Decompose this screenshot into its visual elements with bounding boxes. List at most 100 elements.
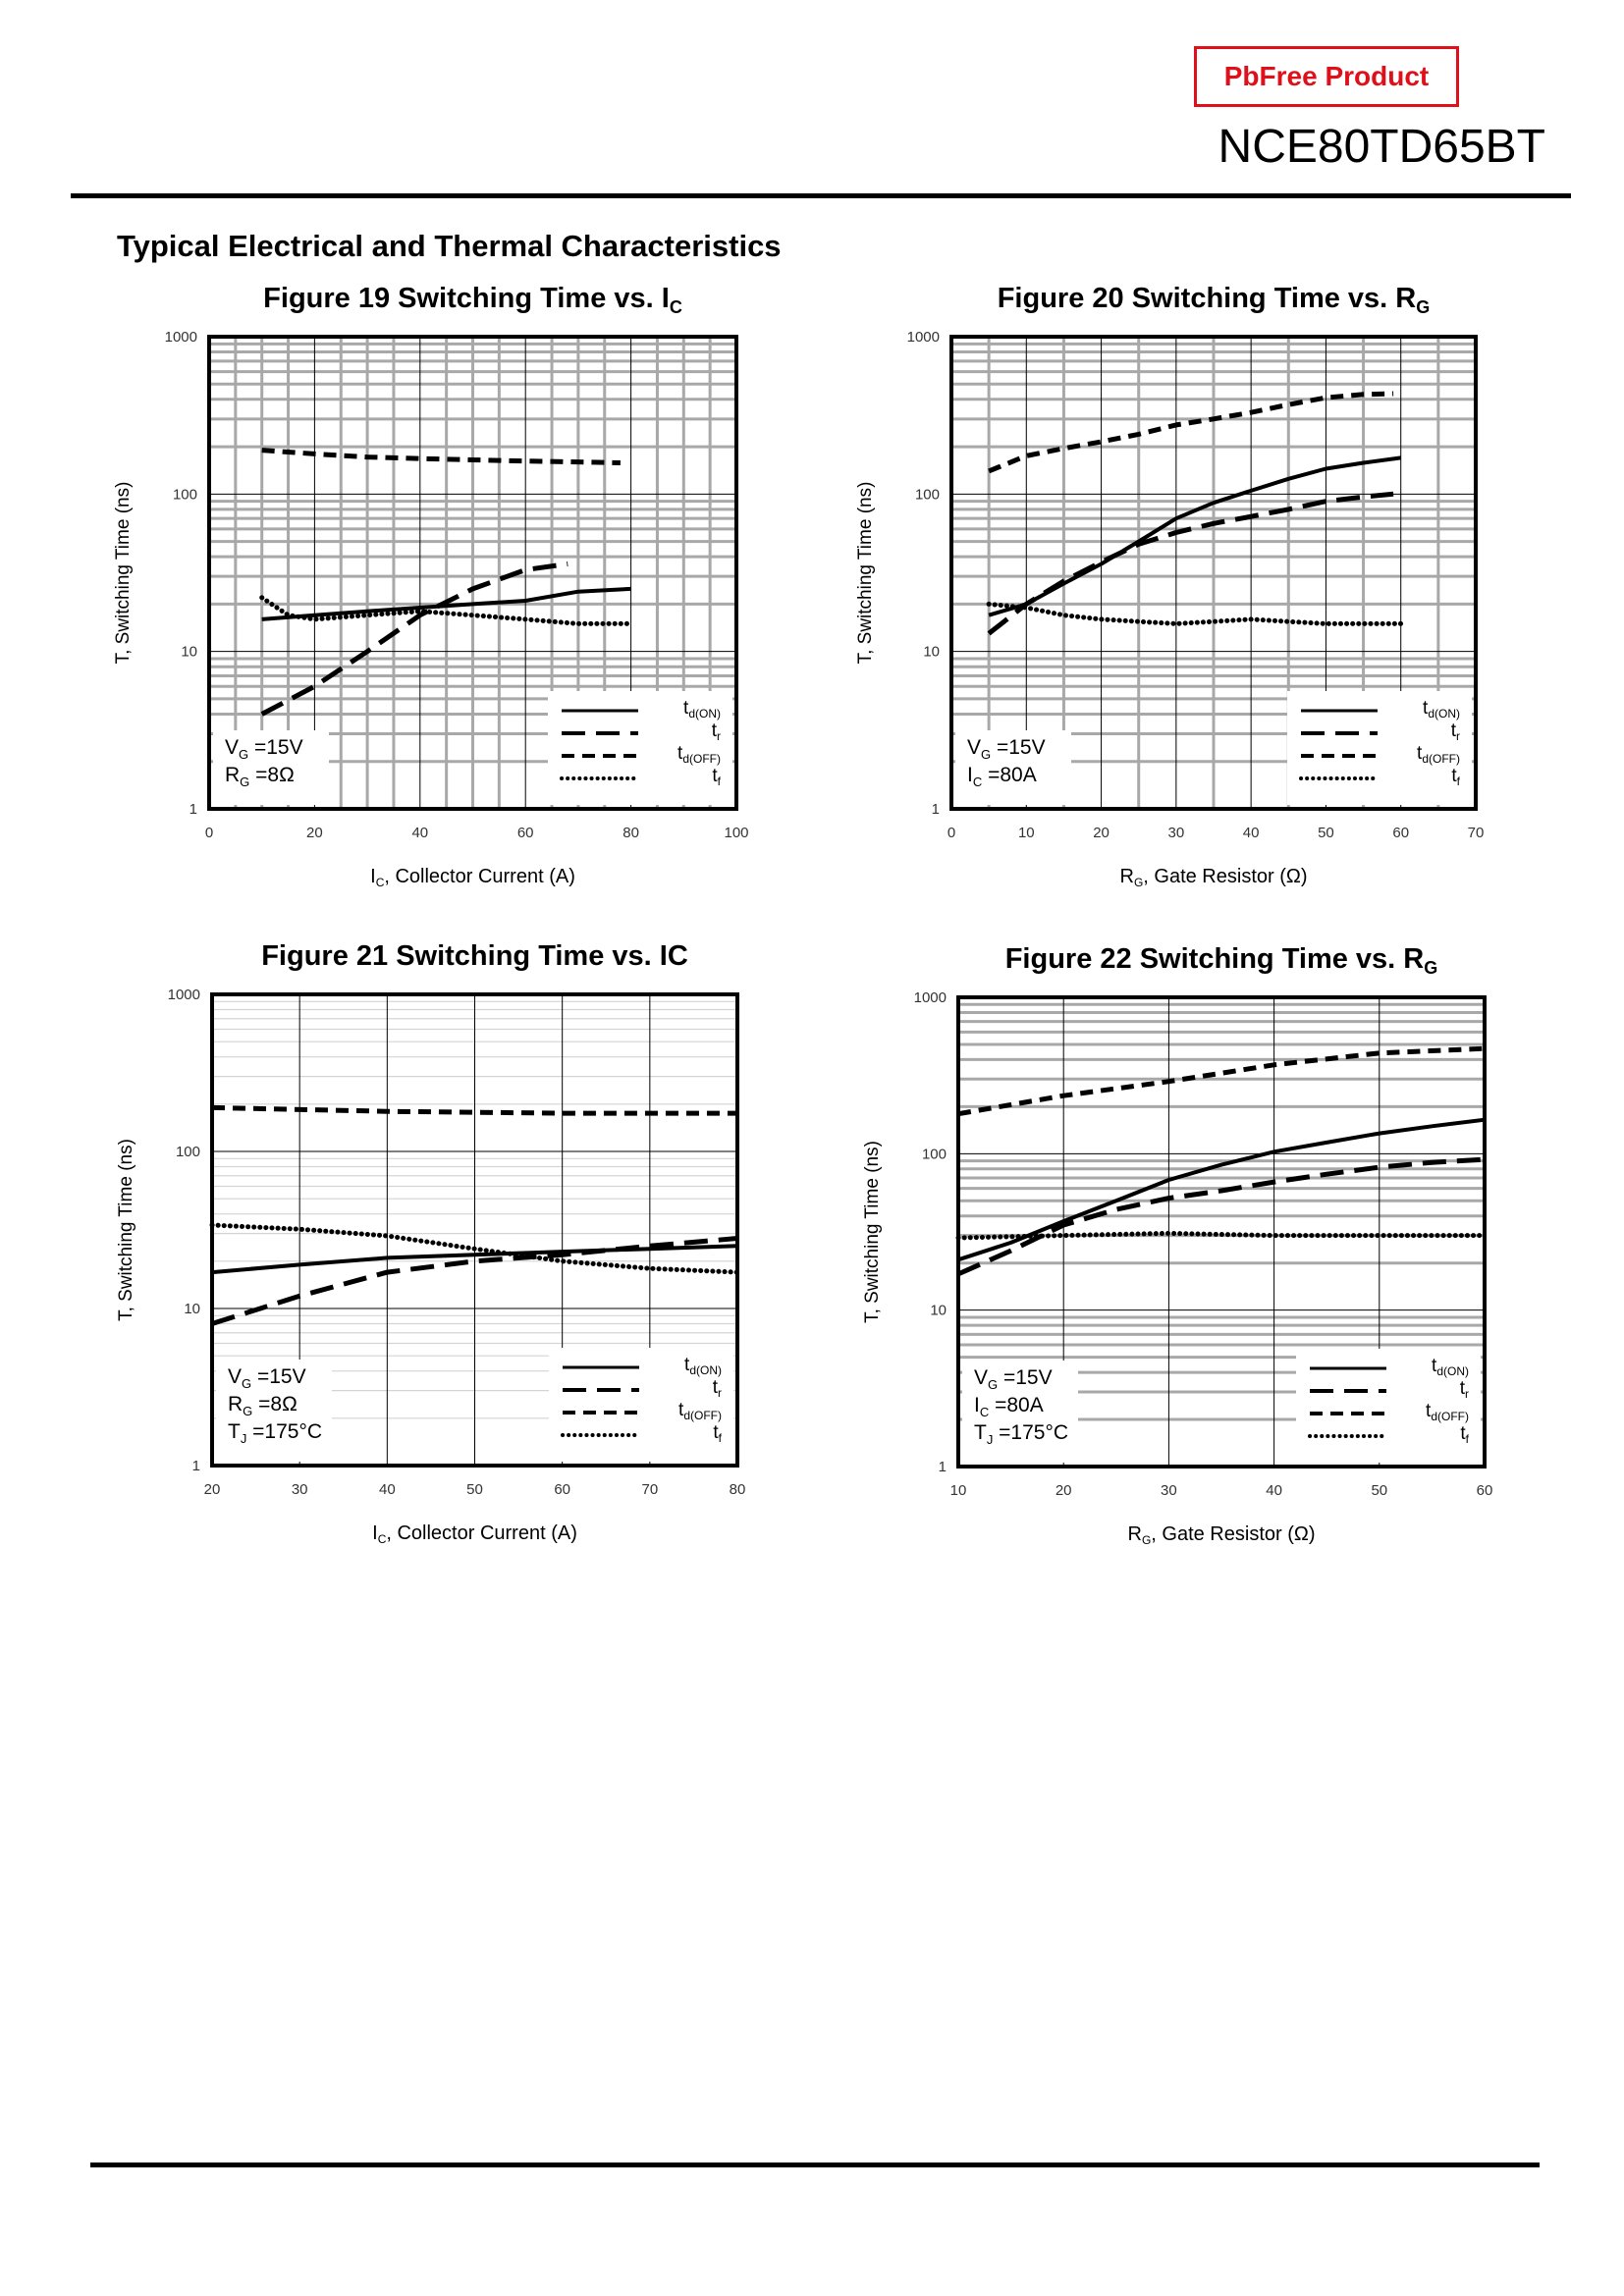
condition-text: TJ =175°C bbox=[228, 1420, 322, 1446]
series-line-don bbox=[211, 1244, 738, 1275]
condition-text: VG =15V bbox=[228, 1365, 306, 1391]
condition-text: RG =8Ω bbox=[225, 764, 295, 789]
x-axis-label: RG, Gate Resistor (Ω) bbox=[1119, 866, 1307, 889]
condition-text: TJ =175°C bbox=[974, 1421, 1068, 1447]
x-tick-label: 60 bbox=[1392, 825, 1409, 841]
y-axis-label: T, Switching Time (ns) bbox=[113, 482, 134, 665]
x-tick-label: 80 bbox=[730, 1481, 746, 1498]
legend-label: td(OFF) bbox=[677, 743, 721, 766]
chart-title: Figure 21 Switching Time vs. IC bbox=[261, 940, 688, 972]
x-tick-label: 40 bbox=[379, 1481, 396, 1498]
legend-label: tr bbox=[1460, 1378, 1469, 1401]
y-tick-label: 10 bbox=[930, 1303, 947, 1319]
x-axis-label: IC, Collector Current (A) bbox=[370, 866, 575, 889]
chart-figure-20: Figure 20 Switching Time vs. RG 0 10 20 30 40… bbox=[855, 283, 1484, 889]
x-tick-label: 10 bbox=[950, 1482, 967, 1499]
series-line-r bbox=[211, 1236, 738, 1326]
x-tick-label: 100 bbox=[724, 825, 748, 841]
series-line-r bbox=[987, 491, 1394, 636]
x-tick-label: 70 bbox=[1468, 825, 1485, 841]
x-tick-label: 70 bbox=[641, 1481, 658, 1498]
x-tick-label: 20 bbox=[306, 825, 323, 841]
condition-text: IC =80A bbox=[967, 764, 1037, 789]
x-tick-label: 50 bbox=[1371, 1482, 1387, 1499]
legend-label: tr bbox=[1451, 721, 1460, 743]
footer-divider bbox=[90, 2163, 1540, 2167]
header-divider bbox=[71, 193, 1571, 198]
chart-title: Figure 22 Switching Time vs. RG bbox=[1005, 943, 1438, 978]
legend-label: td(OFF) bbox=[678, 1400, 722, 1422]
conditions-box bbox=[955, 730, 1071, 805]
x-tick-label: 80 bbox=[623, 825, 639, 841]
y-tick-label: 1 bbox=[189, 801, 197, 818]
y-tick-label: 100 bbox=[176, 1144, 200, 1160]
condition-text: VG =15V bbox=[974, 1366, 1053, 1392]
series-line-don bbox=[261, 586, 631, 621]
y-tick-label: 10 bbox=[181, 644, 197, 661]
y-tick-label: 10 bbox=[923, 644, 940, 661]
x-tick-label: 0 bbox=[947, 825, 955, 841]
y-tick-label: 100 bbox=[922, 1146, 947, 1162]
x-tick-label: 40 bbox=[1266, 1482, 1282, 1499]
x-axis-label: RG, Gate Resistor (Ω) bbox=[1127, 1523, 1315, 1547]
legend-label: tr bbox=[712, 721, 721, 743]
series-line-don bbox=[957, 1117, 1486, 1262]
plot-frame bbox=[210, 992, 739, 1468]
x-tick-label: 30 bbox=[292, 1481, 308, 1498]
x-tick-label: 20 bbox=[204, 1481, 221, 1498]
y-tick-label: 1 bbox=[932, 801, 940, 818]
series-line-doff bbox=[211, 1104, 737, 1116]
y-tick-label: 1 bbox=[939, 1459, 947, 1475]
legend-label: td(ON) bbox=[684, 1355, 722, 1377]
conditions-box bbox=[213, 730, 329, 805]
x-tick-label: 40 bbox=[1243, 825, 1260, 841]
x-tick-label: 30 bbox=[1161, 1482, 1177, 1499]
series-line-f bbox=[955, 1230, 1488, 1241]
conditions-box bbox=[962, 1361, 1078, 1463]
part-number: NCE80TD65BT bbox=[1218, 121, 1545, 173]
x-tick-label: 60 bbox=[517, 825, 534, 841]
pbfree-badge: PbFree Product bbox=[1194, 46, 1459, 107]
legend-label: tf bbox=[712, 766, 721, 788]
x-tick-label: 10 bbox=[1018, 825, 1035, 841]
y-axis-label: T, Switching Time (ns) bbox=[855, 482, 876, 665]
series-line-f bbox=[259, 595, 634, 626]
chart-figure-19: Figure 19 Switching Time vs. IC 0 20 40 60 80… bbox=[113, 283, 749, 889]
y-tick-label: 100 bbox=[173, 486, 197, 503]
y-tick-label: 1 bbox=[192, 1458, 200, 1474]
chart-title: Figure 20 Switching Time vs. RG bbox=[998, 283, 1431, 317]
y-axis-label: T, Switching Time (ns) bbox=[116, 1139, 136, 1321]
x-tick-label: 30 bbox=[1168, 825, 1185, 841]
plot-frame bbox=[956, 995, 1487, 1468]
legend-label: tf bbox=[1460, 1423, 1469, 1446]
series-line-f bbox=[209, 1222, 740, 1275]
x-tick-label: 50 bbox=[466, 1481, 483, 1498]
x-tick-label: 20 bbox=[1093, 825, 1110, 841]
series-line-doff bbox=[957, 1045, 1486, 1117]
y-axis-label: T, Switching Time (ns) bbox=[862, 1141, 883, 1323]
x-tick-label: 20 bbox=[1056, 1482, 1072, 1499]
y-tick-label: 1000 bbox=[165, 329, 197, 346]
legend-label: td(OFF) bbox=[1417, 743, 1460, 766]
legend-label: td(ON) bbox=[1423, 698, 1460, 721]
legend-label: tf bbox=[713, 1422, 722, 1445]
y-tick-label: 1000 bbox=[914, 989, 947, 1006]
series-line-doff bbox=[261, 448, 621, 465]
conditions-box bbox=[216, 1360, 332, 1462]
plot-frame bbox=[949, 335, 1478, 811]
x-axis-label: IC, Collector Current (A) bbox=[372, 1522, 577, 1546]
condition-text: VG =15V bbox=[967, 736, 1046, 762]
legend-label: td(ON) bbox=[683, 698, 721, 721]
legend-label: tf bbox=[1451, 766, 1460, 788]
x-tick-label: 0 bbox=[205, 825, 213, 841]
y-tick-label: 1000 bbox=[168, 987, 200, 1003]
legend-label: td(ON) bbox=[1432, 1356, 1469, 1378]
